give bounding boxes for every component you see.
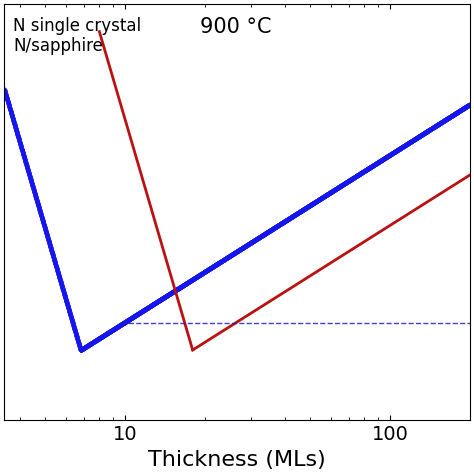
X-axis label: Thickness (MLs): Thickness (MLs) [148,450,326,470]
Text: N single crystal
N/sapphire: N single crystal N/sapphire [13,17,142,55]
Text: 900 °C: 900 °C [200,17,271,36]
